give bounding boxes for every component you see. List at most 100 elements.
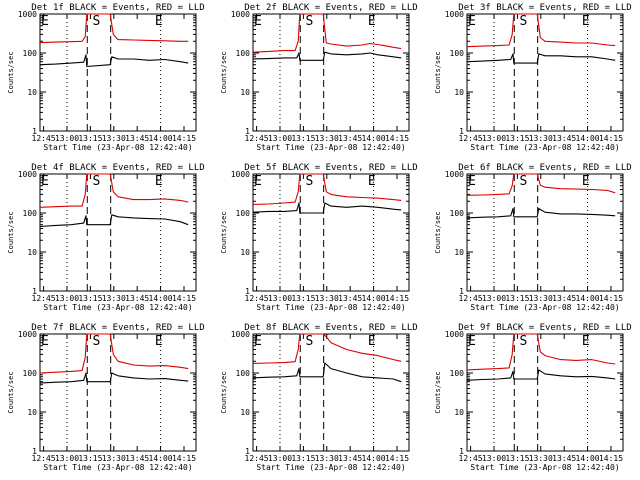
x-tick-label: 13:00 xyxy=(268,454,292,463)
saa-end-marker: E xyxy=(155,14,163,29)
x-tick-label: 13:45 xyxy=(125,454,149,463)
saa-end-marker: E xyxy=(582,14,590,29)
saa-end-marker: E xyxy=(468,334,476,349)
y-axis-label: Counts/sec xyxy=(434,51,442,93)
saa-start-marker: S xyxy=(519,334,527,349)
y-axis-label: Counts/sec xyxy=(434,371,442,413)
x-tick-label: 14:00 xyxy=(362,294,386,303)
saa-end-marker: E xyxy=(582,174,590,189)
y-axis-label: Counts/sec xyxy=(7,211,15,253)
y-axis-label: Counts/sec xyxy=(7,371,15,413)
x-tick-label: 13:00 xyxy=(482,134,506,143)
x-tick-label: 13:30 xyxy=(315,294,339,303)
saa-start-marker: S xyxy=(519,174,527,189)
y-tick-label: 100 xyxy=(236,49,251,58)
x-tick-label: 14:00 xyxy=(149,454,173,463)
series-line-events xyxy=(466,369,616,381)
y-tick-label: 1 xyxy=(32,127,37,136)
series-line-lld xyxy=(252,173,402,206)
x-tick-label: 12:45 xyxy=(32,294,56,303)
x-axis-label: Start Time (23-Apr-08 12:42:40) xyxy=(470,463,619,472)
x-tick-label: 13:30 xyxy=(102,294,126,303)
saa-end-marker: E xyxy=(41,174,49,189)
x-tick-label: 14:00 xyxy=(149,294,173,303)
saa-end-marker: E xyxy=(41,334,49,349)
plot-frame xyxy=(39,13,197,132)
saa-end-marker: E xyxy=(155,334,163,349)
series-line-events xyxy=(466,53,616,64)
y-axis-label: Counts/sec xyxy=(220,211,228,253)
plot-frame xyxy=(466,333,624,452)
saa-end-marker: E xyxy=(368,14,376,29)
series-line-lld xyxy=(466,13,616,48)
x-tick-label: 13:00 xyxy=(482,454,506,463)
x-tick-label: 13:45 xyxy=(552,134,576,143)
y-tick-label: 10 xyxy=(27,408,37,417)
y-tick-label: 10 xyxy=(454,248,464,257)
x-tick-label: 13:15 xyxy=(505,294,529,303)
y-tick-label: 1000 xyxy=(231,330,250,339)
x-tick-label: 13:45 xyxy=(338,294,362,303)
panel-title: Det 2f BLACK = Events, RED = LLD xyxy=(244,3,417,13)
y-tick-label: 100 xyxy=(23,369,38,378)
saa-end-marker: E xyxy=(468,174,476,189)
x-tick-label: 13:30 xyxy=(529,454,553,463)
panel-title: Det 6f BLACK = Events, RED = LLD xyxy=(458,163,631,173)
plot-frame xyxy=(252,13,410,132)
series-line-events xyxy=(252,51,402,61)
series-line-events xyxy=(39,214,189,228)
x-tick-label: 13:15 xyxy=(505,454,529,463)
y-axis-label: Counts/sec xyxy=(220,371,228,413)
plot-frame xyxy=(252,333,410,452)
y-tick-label: 1 xyxy=(459,127,464,136)
y-tick-label: 1000 xyxy=(445,10,464,19)
series-line-lld xyxy=(252,13,402,53)
series-line-lld xyxy=(466,333,616,371)
saa-start-marker: S xyxy=(305,174,313,189)
y-tick-label: 1 xyxy=(459,447,464,456)
y-tick-label: 10 xyxy=(240,408,250,417)
y-tick-label: 1 xyxy=(245,287,250,296)
y-tick-label: 1000 xyxy=(231,170,250,179)
y-tick-label: 10 xyxy=(454,408,464,417)
series-line-events xyxy=(466,208,616,219)
panel-title: Det 5f BLACK = Events, RED = LLD xyxy=(244,163,417,173)
y-tick-label: 1000 xyxy=(18,10,37,19)
y-tick-label: 100 xyxy=(450,209,465,218)
saa-start-marker: S xyxy=(305,14,313,29)
x-tick-label: 13:30 xyxy=(529,134,553,143)
y-axis-label: Counts/sec xyxy=(7,51,15,93)
series-line-lld xyxy=(466,173,616,196)
x-tick-label: 13:45 xyxy=(125,294,149,303)
y-tick-label: 1 xyxy=(32,287,37,296)
y-tick-label: 100 xyxy=(450,369,465,378)
series-line-lld xyxy=(39,13,189,44)
y-tick-label: 100 xyxy=(23,49,38,58)
y-tick-label: 1000 xyxy=(18,330,37,339)
series-line-lld xyxy=(252,333,402,365)
x-tick-label: 13:00 xyxy=(55,134,79,143)
saa-start-marker: S xyxy=(92,334,100,349)
saa-end-marker: E xyxy=(468,14,476,29)
saa-end-marker: E xyxy=(254,14,262,29)
series-line-lld xyxy=(39,333,189,374)
y-tick-label: 1 xyxy=(32,447,37,456)
x-tick-label: 14:15 xyxy=(599,454,623,463)
x-tick-label: 13:00 xyxy=(268,134,292,143)
x-tick-label: 14:15 xyxy=(172,454,196,463)
x-tick-label: 12:45 xyxy=(245,294,269,303)
x-tick-label: 13:15 xyxy=(291,454,315,463)
y-tick-label: 1000 xyxy=(18,170,37,179)
saa-end-marker: E xyxy=(41,14,49,29)
y-tick-label: 100 xyxy=(23,209,38,218)
y-tick-label: 10 xyxy=(27,248,37,257)
y-axis-label: Counts/sec xyxy=(220,51,228,93)
x-axis-label: Start Time (23-Apr-08 12:42:40) xyxy=(470,143,619,152)
saa-end-marker: E xyxy=(155,174,163,189)
